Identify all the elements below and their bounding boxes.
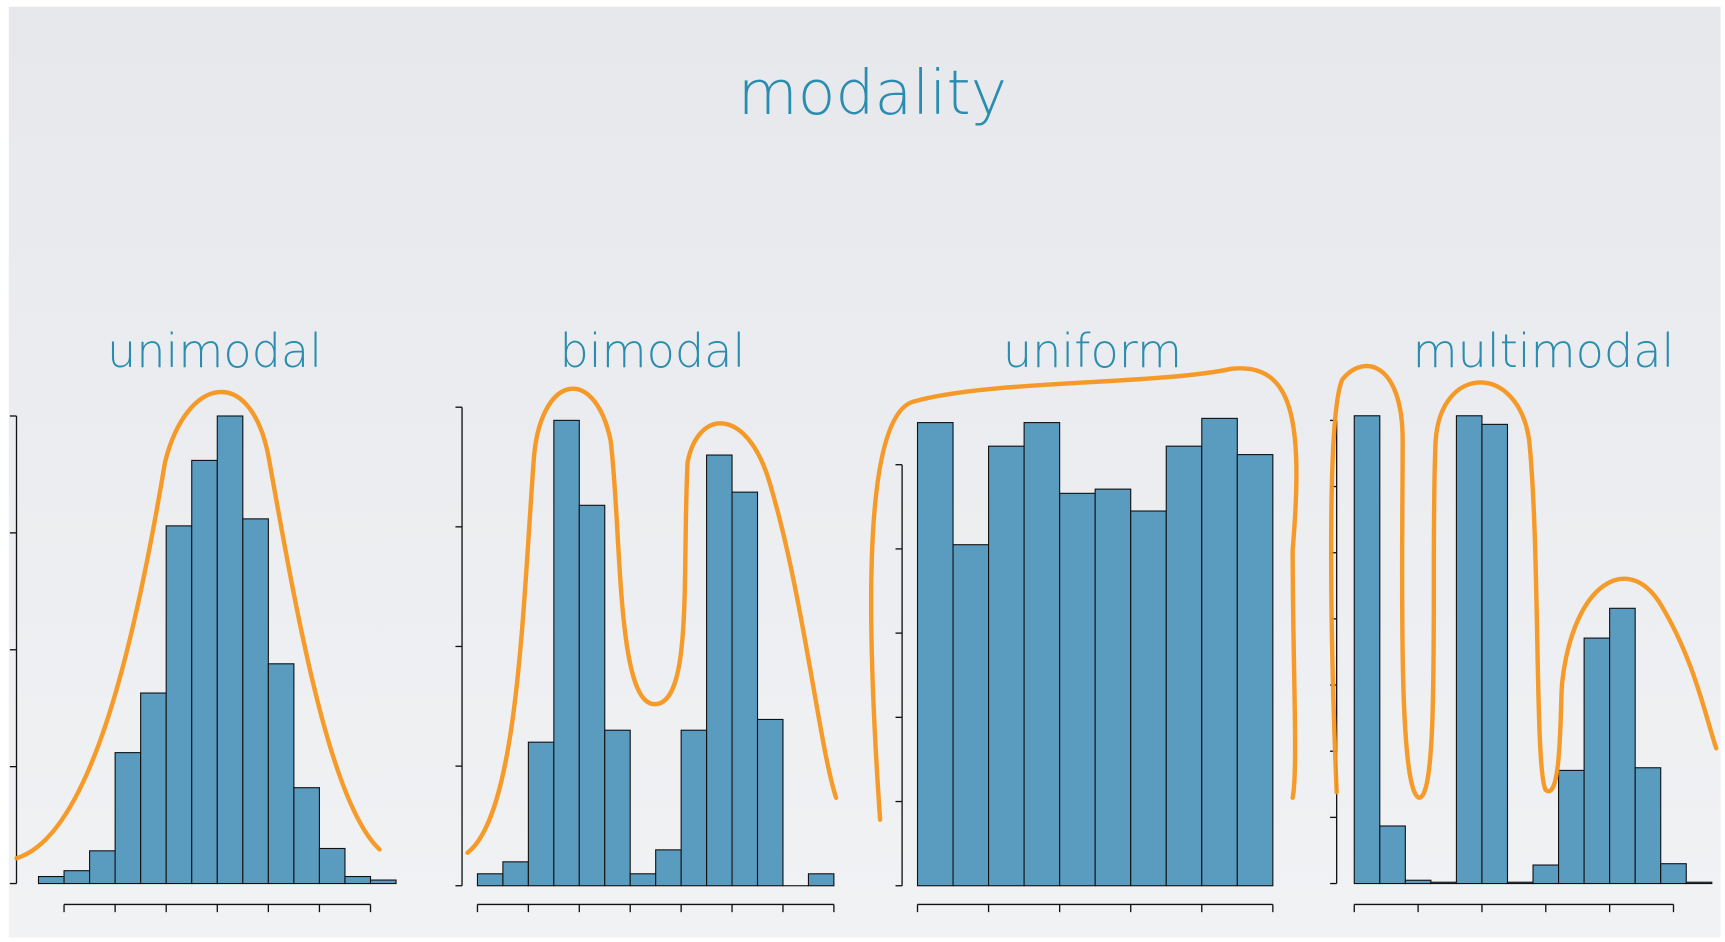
- annotation-curve: [14, 389, 382, 861]
- bar: [318, 847, 346, 885]
- bar: [731, 491, 759, 887]
- annotation-curve: [465, 386, 839, 855]
- bar: [140, 692, 167, 885]
- bar: [756, 718, 784, 887]
- bar: [1430, 881, 1457, 885]
- bar: [1481, 423, 1509, 885]
- bar: [293, 787, 320, 885]
- histogram-panel: bimodal: [455, 324, 835, 913]
- bar: [1094, 488, 1132, 887]
- bar: [191, 459, 218, 885]
- bar: [344, 875, 372, 885]
- bar: [1558, 769, 1585, 885]
- bar: [1165, 445, 1203, 887]
- bar: [267, 663, 295, 885]
- bar: [1609, 607, 1636, 885]
- bar: [578, 504, 606, 887]
- bar: [89, 850, 116, 885]
- bar: [502, 861, 529, 887]
- bar: [1130, 510, 1167, 887]
- bar: [1685, 881, 1713, 885]
- bar: [1201, 417, 1238, 887]
- bar: [952, 544, 990, 887]
- bar: [1353, 415, 1381, 885]
- bar: [1236, 454, 1274, 887]
- charts: unimodal bimodal uniform multimodal: [9, 324, 1713, 913]
- annotation-curve: [868, 366, 1299, 822]
- panel-title: uniform: [1003, 324, 1182, 378]
- bar: [604, 729, 631, 887]
- bar: [242, 518, 269, 885]
- bar: [629, 873, 657, 887]
- bar: [1379, 825, 1406, 885]
- panel-title: multimodal: [1413, 324, 1675, 378]
- bar: [369, 879, 397, 885]
- bar: [63, 870, 91, 885]
- bar: [37, 875, 65, 885]
- bar: [1455, 415, 1483, 885]
- bar: [1532, 864, 1560, 885]
- bar: [527, 741, 555, 887]
- bar: [706, 454, 733, 887]
- slide-title: modality: [738, 57, 1007, 129]
- bar: [114, 752, 142, 885]
- bar: [1059, 492, 1096, 887]
- annotation-curve: [1328, 363, 1719, 800]
- bar: [1634, 767, 1662, 885]
- bar: [680, 729, 708, 887]
- bar: [988, 445, 1025, 887]
- bar: [1660, 863, 1687, 885]
- bar: [1583, 637, 1611, 885]
- panel-title: unimodal: [107, 324, 322, 378]
- bar: [1023, 422, 1061, 887]
- bar: [916, 422, 954, 887]
- bar: [553, 419, 580, 887]
- histogram-panel: uniform: [895, 324, 1274, 913]
- bar: [1404, 879, 1432, 885]
- bar: [1506, 881, 1534, 885]
- histogram-panel: unimodal: [9, 324, 397, 913]
- bar: [807, 873, 835, 887]
- bar: [476, 873, 504, 887]
- panel-title: bimodal: [559, 324, 745, 378]
- bar: [165, 525, 193, 885]
- bar: [216, 415, 244, 885]
- annotations: [14, 363, 1719, 861]
- histogram-panel: multimodal: [1330, 324, 1713, 913]
- bar: [655, 849, 682, 887]
